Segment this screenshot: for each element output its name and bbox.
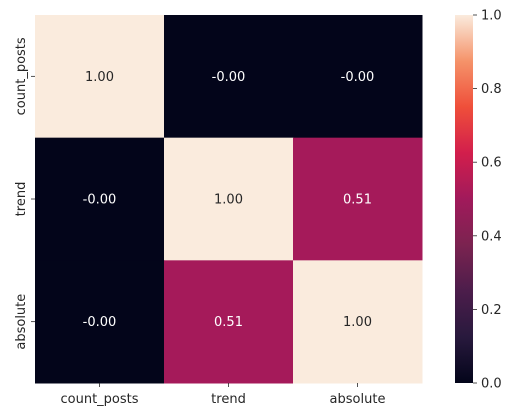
heatmap-cell-absolute-absolute bbox=[293, 260, 423, 384]
cell-label-trend-absolute: 0.51 bbox=[343, 193, 372, 208]
heatmap-cell-count_posts-count_posts bbox=[35, 15, 165, 139]
heatmap-cell-trend-trend bbox=[164, 137, 294, 261]
cell-label-absolute-absolute: 1.00 bbox=[343, 315, 372, 330]
x-tick-label-absolute: absolute bbox=[330, 392, 386, 407]
heatmap-cell-count_posts-trend bbox=[164, 15, 294, 139]
heatmap-cell-absolute-trend bbox=[164, 260, 294, 384]
cell-label-count_posts-absolute: -0.00 bbox=[341, 70, 375, 85]
cell-label-trend-count_posts: -0.00 bbox=[83, 193, 117, 208]
heatmap-cells bbox=[35, 15, 423, 384]
y-tick-label-count_posts: count_posts bbox=[14, 37, 29, 115]
cell-label-count_posts-count_posts: 1.00 bbox=[85, 70, 114, 85]
colorbar-tick-label-0: 0.0 bbox=[481, 377, 502, 392]
cell-label-absolute-trend: 0.51 bbox=[214, 315, 243, 330]
x-tick-label-count_posts: count_posts bbox=[60, 392, 138, 407]
heatmap-cell-trend-absolute bbox=[293, 137, 423, 261]
colorbar: 0.0 0.2 0.4 0.6 0.8 1.0 bbox=[455, 9, 502, 392]
cell-label-count_posts-trend: -0.00 bbox=[212, 70, 246, 85]
heatmap-cell-trend-count_posts bbox=[35, 137, 165, 261]
heatmap-cell-count_posts-absolute bbox=[293, 15, 423, 139]
y-tick-label-trend: trend bbox=[14, 182, 29, 217]
colorbar-tick-label-5: 1.0 bbox=[481, 9, 502, 24]
cell-label-trend-trend: 1.00 bbox=[214, 193, 243, 208]
x-tick-label-trend: trend bbox=[211, 392, 246, 407]
colorbar-tick-label-4: 0.8 bbox=[481, 82, 502, 97]
heatmap-cell-labels: 1.00 -0.00 -0.00 -0.00 1.00 0.51 -0.00 0.51 1.00 bbox=[83, 70, 375, 330]
colorbar-tick-label-3: 0.6 bbox=[481, 156, 502, 171]
y-tick-label-absolute: absolute bbox=[14, 294, 29, 350]
colorbar-gradient bbox=[455, 15, 473, 383]
colorbar-tick-label-1: 0.2 bbox=[481, 303, 502, 318]
x-axis: count_posts trend absolute bbox=[60, 383, 385, 407]
colorbar-tick-label-2: 0.4 bbox=[481, 229, 502, 244]
heatmap-cell-absolute-count_posts bbox=[35, 260, 165, 384]
cell-label-absolute-count_posts: -0.00 bbox=[83, 315, 117, 330]
